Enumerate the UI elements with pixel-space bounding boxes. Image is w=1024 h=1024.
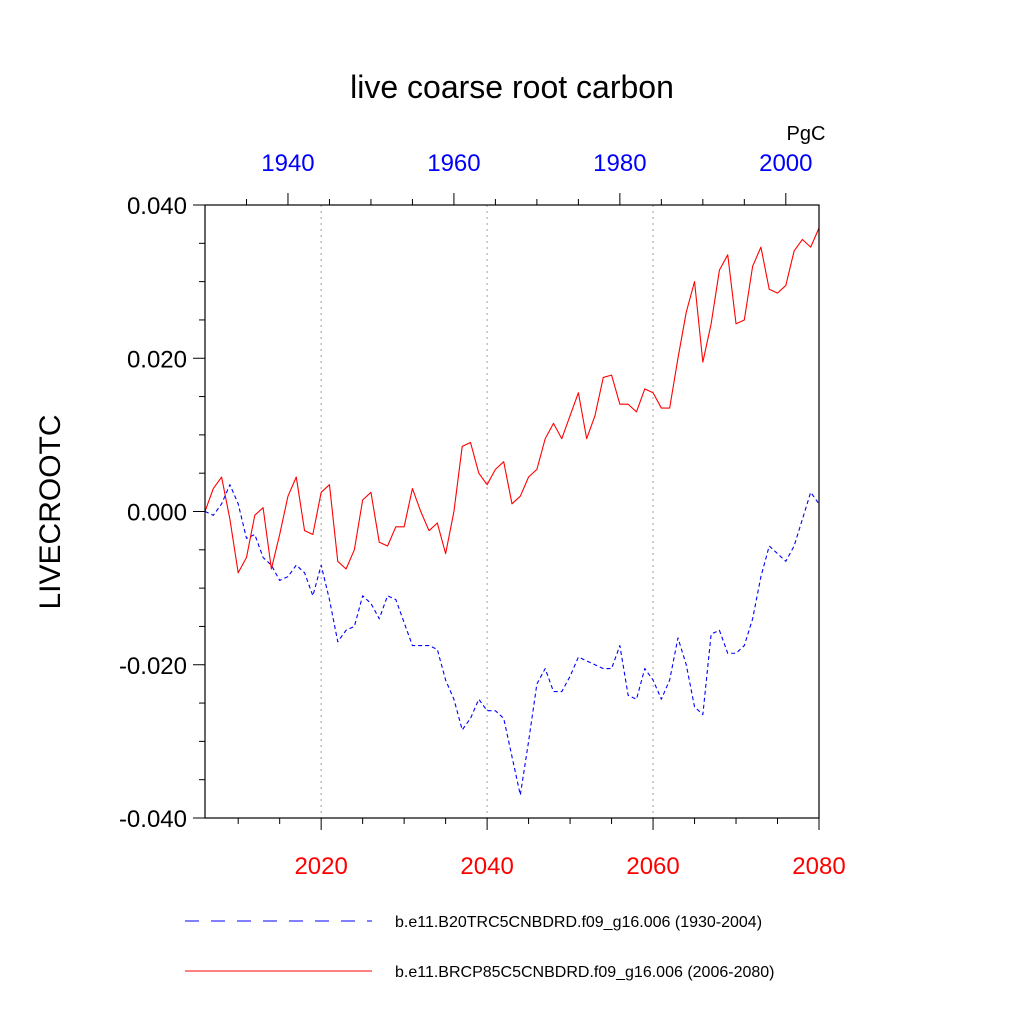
x-top-tick-label: 1980 — [593, 150, 646, 177]
chart-title: live coarse root carbon — [350, 69, 674, 105]
y-tick-label: -0.020 — [119, 653, 187, 680]
y-tick-label: 0.000 — [127, 500, 187, 527]
legend-label-0: b.e11.B20TRC5CNBDRD.f09_g16.006 (1930-20… — [395, 914, 762, 931]
plot-frame — [204, 204, 820, 819]
series-line-0 — [204, 484, 820, 796]
x-bottom-tick-label: 2080 — [792, 853, 845, 880]
legend-label-1: b.e11.BRCP85C5CNBDRD.f09_g16.006 (2006-2… — [395, 964, 774, 981]
x-bottom-tick-label: 2020 — [294, 853, 347, 880]
x-top-tick-label: 1960 — [427, 150, 480, 177]
y-tick-label: -0.040 — [119, 806, 187, 833]
series-line-1 — [204, 227, 820, 574]
units-label: PgC — [787, 123, 826, 145]
x-bottom-tick-label: 2060 — [626, 853, 679, 880]
y-axis-label: LIVECROOTC — [34, 414, 67, 609]
y-tick-label: 0.020 — [127, 346, 187, 373]
y-tick-label: 0.040 — [127, 193, 187, 220]
x-top-tick-label: 2000 — [759, 150, 812, 177]
x-top-tick-label: 1940 — [261, 150, 314, 177]
x-bottom-tick-label: 2040 — [460, 853, 513, 880]
